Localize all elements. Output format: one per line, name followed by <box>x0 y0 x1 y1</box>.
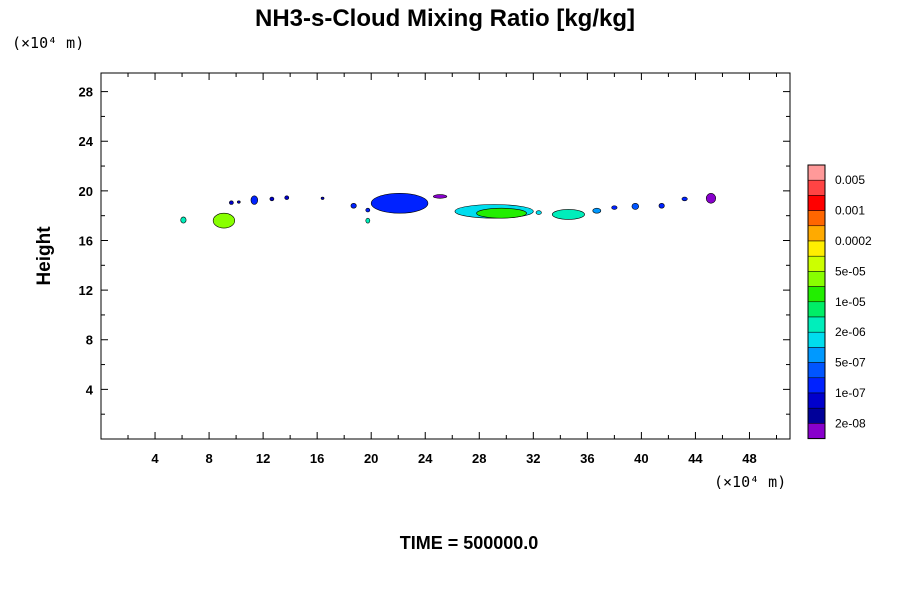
cloud-patch-18 <box>592 207 602 214</box>
colorbar-swatch <box>807 240 826 257</box>
cloud-patch-7 <box>284 195 290 200</box>
colorbar-label: 5e-05 <box>835 264 866 278</box>
x-tick-label: 16 <box>310 451 324 466</box>
colorbar-label: 5e-07 <box>835 356 866 370</box>
y-axis-unit: (×10⁴ m) <box>12 34 84 52</box>
colorbar-swatch <box>807 164 826 181</box>
x-tick-label: 32 <box>526 451 540 466</box>
cloud-patch-19 <box>611 205 618 210</box>
x-tick-label: 48 <box>742 451 756 466</box>
colorbar-swatch <box>807 225 826 242</box>
cloud-patch-21 <box>658 202 665 209</box>
cloud-patch-10 <box>365 207 371 213</box>
x-tick-label: 24 <box>418 451 433 466</box>
colorbar: 0.005 0.001 0.0002 5e-05 1e-05 2e-06 5e-07 1e-0… <box>807 164 872 440</box>
x-tick-label: 8 <box>205 451 212 466</box>
cloud-patch-9 <box>350 202 357 209</box>
colorbar-swatch <box>807 271 826 287</box>
x-tick-label: 20 <box>364 451 378 466</box>
plot-frame <box>100 72 791 440</box>
colorbar-swatch <box>807 331 826 348</box>
colorbar-label: 0.005 <box>835 173 865 187</box>
cloud-patch-16 <box>535 210 542 215</box>
x-tick-label: 12 <box>256 451 270 466</box>
y-tick-label: 8 <box>86 333 93 348</box>
chart-title: NH3-s-Cloud Mixing Ratio [kg/kg] <box>255 5 635 32</box>
x-tick-label: 36 <box>580 451 594 466</box>
colorbar-label: 0.0002 <box>835 234 872 248</box>
cloud-patch-1 <box>180 216 187 224</box>
colorbar-swatch <box>807 195 826 211</box>
cloud-patch-12 <box>370 193 429 214</box>
colorbar-swatch <box>807 255 826 272</box>
colorbar-swatch <box>807 179 826 196</box>
cloud-patch-15 <box>476 207 527 219</box>
y-axis-label: Height <box>34 226 55 286</box>
cloud-patch-17 <box>551 209 585 220</box>
y-tick-label: 16 <box>79 233 93 248</box>
colorbar-label: 1e-05 <box>835 295 866 309</box>
cloud-patch-11 <box>365 217 371 224</box>
cloud-patch-3 <box>229 200 234 205</box>
y-tick-label: 20 <box>79 184 93 199</box>
cloud-patch-2 <box>212 212 236 229</box>
y-tick-label: 28 <box>79 85 93 100</box>
cloud-patch-22 <box>681 196 688 202</box>
colorbar-swatch <box>807 316 826 333</box>
cloud-patch-13 <box>433 194 448 199</box>
cloud-patch-6 <box>269 196 275 202</box>
x-tick-label: 44 <box>688 451 703 466</box>
colorbar-label: 2e-08 <box>835 416 866 430</box>
x-axis-unit: (×10⁴ m) <box>714 473 786 491</box>
colorbar-label: 0.001 <box>835 204 865 218</box>
colorbar-frame <box>807 164 826 440</box>
cloud-patch-4 <box>237 200 241 204</box>
colorbar-swatch <box>807 407 826 424</box>
cloud-patch-5 <box>250 195 259 205</box>
colorbar-swatch <box>807 301 826 318</box>
colorbar-swatch <box>807 286 826 303</box>
colorbar-swatch <box>807 347 826 363</box>
colorbar-swatch <box>807 392 826 409</box>
colorbar-label: 1e-07 <box>835 386 866 400</box>
cloud-patch-20 <box>631 202 639 210</box>
time-label: TIME = 500000.0 <box>400 533 539 553</box>
colorbar-label: 2e-06 <box>835 325 866 339</box>
cloud-patches <box>180 193 716 229</box>
y-tick-label: 4 <box>86 382 94 397</box>
colorbar-swatch <box>807 210 826 227</box>
colorbar-swatch <box>807 362 826 379</box>
x-tick-label: 40 <box>634 451 648 466</box>
y-tick-label: 12 <box>79 283 93 298</box>
x-tick-label: 28 <box>472 451 486 466</box>
colorbar-swatch <box>807 377 826 394</box>
cloud-patch-8 <box>320 196 325 200</box>
cloud-patch-23 <box>705 193 716 204</box>
x-tick-label: 4 <box>151 451 159 466</box>
y-tick-label: 24 <box>79 134 94 149</box>
colorbar-swatch <box>807 423 826 439</box>
